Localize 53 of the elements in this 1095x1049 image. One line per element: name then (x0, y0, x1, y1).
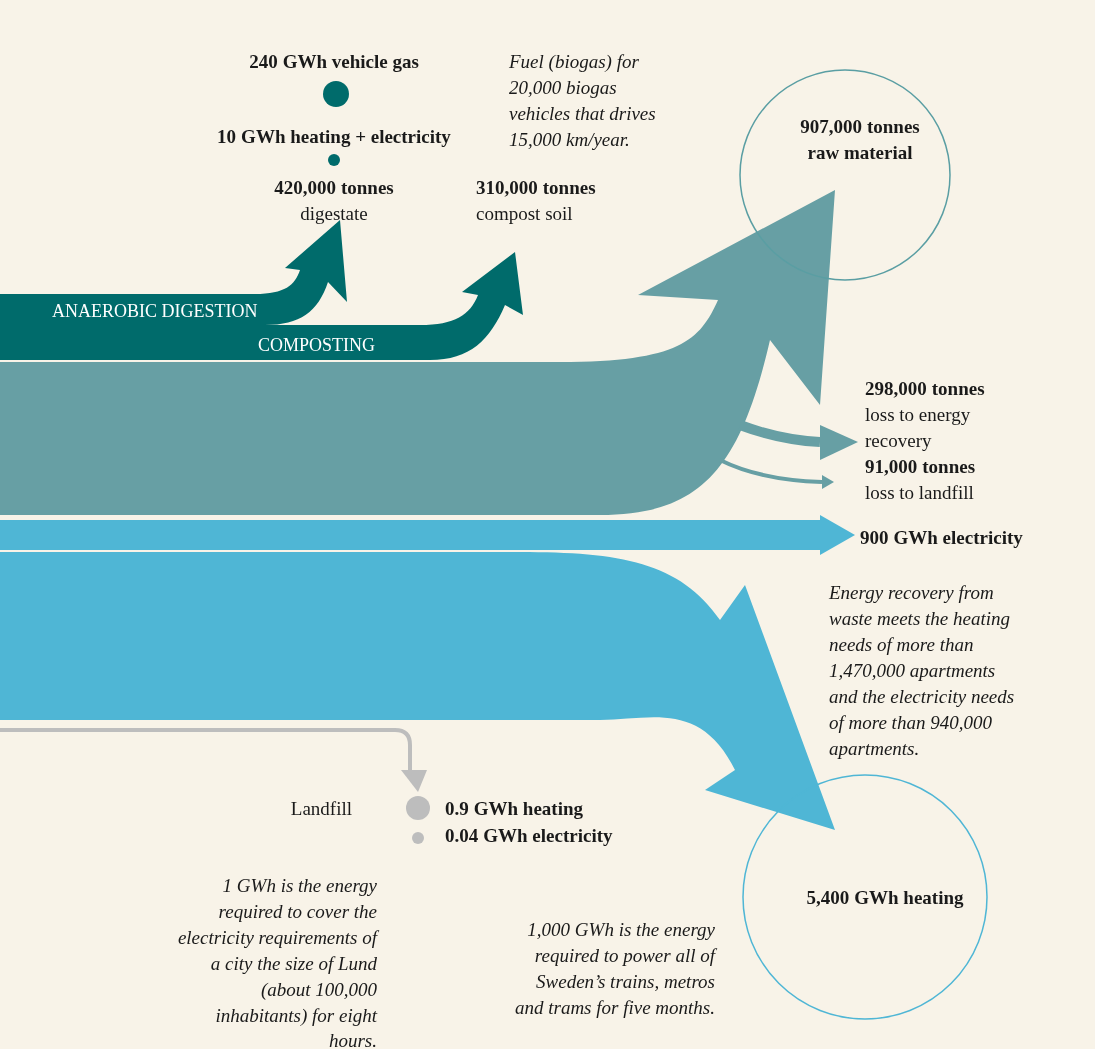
category-label: GWh heating (473, 797, 584, 819)
text: inhabitants) for eight (215, 1004, 378, 1027)
text: required to power all of (534, 944, 718, 966)
data-label: 907,000 (800, 115, 862, 137)
text: loss to landfill (865, 481, 974, 503)
data-label: 298,000 (865, 377, 927, 399)
text: waste meets the heating (829, 607, 1010, 629)
text: and the electricity needs (829, 685, 1015, 707)
text: and trams for five months. (514, 996, 715, 1018)
category-label: tonnes (542, 176, 596, 198)
text: a city the size of Lund (210, 952, 378, 974)
category-label: tonnes (866, 115, 920, 137)
category-label: GWh vehicle gas (282, 50, 419, 72)
data-label: 10 (217, 125, 237, 147)
text: needs of more than (829, 633, 974, 655)
data-label: 420,000 (274, 176, 336, 198)
text: electricity requirements of (177, 926, 380, 948)
text: vehicles that drives (509, 102, 656, 124)
category-label: tonnes (340, 176, 394, 198)
data-label: 310,000 (476, 176, 538, 198)
text: compost soil (476, 202, 573, 224)
text: 1,470,000 apartments (829, 659, 996, 681)
data-label: 5,400 (806, 886, 850, 908)
text: digestate (300, 202, 368, 224)
text: Fuel (biogas) for (508, 50, 640, 73)
data-label: 240 (249, 50, 278, 72)
text: recovery (865, 429, 932, 451)
text: 15,000 km/year. (509, 128, 630, 150)
data-label: 0.04 (445, 824, 479, 846)
text: apartments. (829, 737, 920, 759)
category-label: GWh electricity (893, 526, 1024, 548)
data-label: 0.9 (445, 797, 469, 819)
text: loss to energy (865, 403, 971, 425)
text: Landfill (290, 797, 352, 819)
category-label: GWh heating + electricity (241, 125, 452, 147)
category-label: tonnes (922, 455, 976, 477)
text: 1,000 GWh is the energy (527, 918, 716, 940)
text: Energy recovery from (828, 581, 994, 603)
category-label: GWh heating (854, 886, 964, 908)
category-label: GWh electricity (483, 824, 613, 846)
text: of more than 940,000 (829, 711, 993, 733)
text: ANAEROBIC DIGESTION (52, 301, 258, 321)
category-label: tonnes (931, 377, 985, 399)
data-label: 91,000 (865, 455, 918, 477)
text: hours. (328, 1029, 377, 1049)
text: required to cover the (218, 900, 377, 922)
text: raw material (807, 141, 913, 163)
text: COMPOSTING (258, 335, 376, 355)
text: Sweden’s trains, metros (536, 970, 715, 992)
text: 1 GWh is the energy (222, 874, 378, 896)
text: 20,000 biogas (509, 76, 617, 98)
text: (about 100,000 (260, 978, 378, 1001)
data-label: 900 (860, 526, 889, 548)
